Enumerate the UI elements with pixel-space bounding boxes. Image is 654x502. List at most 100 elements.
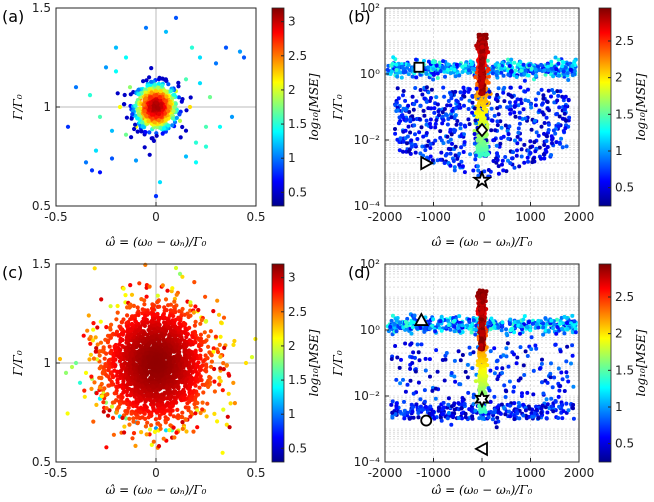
data-point	[140, 348, 145, 353]
data-point	[136, 354, 141, 359]
data-point	[479, 97, 484, 102]
data-point	[498, 141, 503, 146]
data-point	[216, 312, 222, 317]
data-point	[177, 321, 182, 326]
data-point	[179, 380, 184, 385]
data-point	[551, 128, 556, 133]
data-point	[406, 149, 411, 154]
data-point	[562, 95, 566, 100]
data-point	[129, 116, 134, 121]
data-point	[190, 394, 195, 399]
colorbar-label: log₁₀[MSE]	[307, 73, 321, 140]
data-point	[203, 124, 209, 129]
data-point	[556, 61, 561, 66]
y-tick-label: 10⁰	[360, 67, 380, 81]
data-point	[183, 417, 189, 422]
data-point	[155, 409, 160, 414]
data-point	[509, 69, 514, 74]
data-point	[151, 405, 156, 410]
data-point	[121, 102, 127, 107]
data-point	[181, 320, 186, 326]
data-point	[104, 325, 109, 330]
data-point	[135, 421, 140, 426]
data-point	[146, 387, 152, 392]
data-point	[431, 77, 436, 82]
data-point	[151, 303, 156, 308]
data-point	[191, 310, 196, 315]
data-points	[65, 15, 247, 199]
data-point	[193, 411, 198, 416]
data-point	[164, 94, 169, 99]
data-point	[452, 165, 457, 170]
data-point	[507, 124, 512, 129]
data-point	[512, 165, 517, 170]
data-point	[457, 162, 462, 167]
data-point	[207, 350, 212, 355]
data-point	[430, 158, 435, 163]
data-point	[506, 132, 511, 136]
data-point	[190, 358, 195, 363]
x-tick-label: 0.5	[246, 466, 265, 480]
colorbar	[271, 7, 285, 207]
data-point	[502, 85, 507, 90]
data-point	[503, 155, 508, 159]
data-point	[446, 146, 451, 151]
data-point	[176, 413, 181, 418]
data-point	[154, 115, 159, 120]
x-tick-label: 0	[152, 210, 160, 224]
data-point	[133, 411, 138, 416]
data-point	[73, 360, 79, 366]
data-point	[505, 105, 510, 110]
data-point	[549, 94, 553, 99]
data-point	[147, 369, 152, 375]
data-point	[162, 352, 167, 357]
data-point	[97, 114, 103, 119]
colorbar-tick-label: 2.5	[615, 34, 634, 48]
data-point	[101, 409, 106, 414]
data-point	[219, 320, 224, 325]
data-point	[114, 373, 119, 378]
data-point	[477, 153, 482, 158]
x-tick-label: -1000	[416, 210, 451, 224]
data-point	[455, 99, 460, 104]
data-point	[188, 95, 193, 100]
colorbar-tick-label: 2	[288, 339, 296, 353]
data-point	[173, 373, 178, 378]
data-point	[189, 390, 194, 395]
data-point	[561, 69, 566, 74]
data-point	[156, 81, 161, 86]
y-tick-label: 1	[43, 356, 51, 370]
data-point	[526, 159, 530, 164]
data-point	[153, 194, 159, 199]
x-axis-label: ω̂ = (ω₀ − ωₙ)/Γ₀	[432, 235, 533, 249]
data-point	[559, 136, 564, 141]
data-point	[121, 379, 126, 384]
data-point	[139, 129, 144, 134]
data-point	[222, 345, 227, 350]
data-point	[113, 69, 119, 74]
data-point	[241, 55, 247, 60]
data-point	[439, 138, 444, 143]
data-point	[196, 307, 201, 313]
data-point	[129, 351, 134, 356]
data-point	[454, 122, 459, 127]
data-point	[506, 57, 510, 62]
data-point	[475, 164, 480, 169]
data-point	[171, 400, 176, 405]
data-point	[167, 362, 172, 367]
data-point	[77, 380, 83, 385]
data-point	[180, 274, 185, 279]
data-point	[172, 304, 177, 310]
data-point	[408, 117, 413, 122]
data-point	[154, 133, 159, 138]
data-point	[473, 118, 478, 123]
data-point	[91, 327, 96, 332]
data-point	[130, 345, 135, 350]
data-point	[424, 131, 429, 135]
data-point	[101, 400, 106, 405]
data-point	[404, 108, 408, 112]
data-point	[198, 353, 203, 358]
data-point	[172, 299, 177, 304]
data-point	[541, 96, 546, 101]
data-point	[462, 123, 467, 128]
